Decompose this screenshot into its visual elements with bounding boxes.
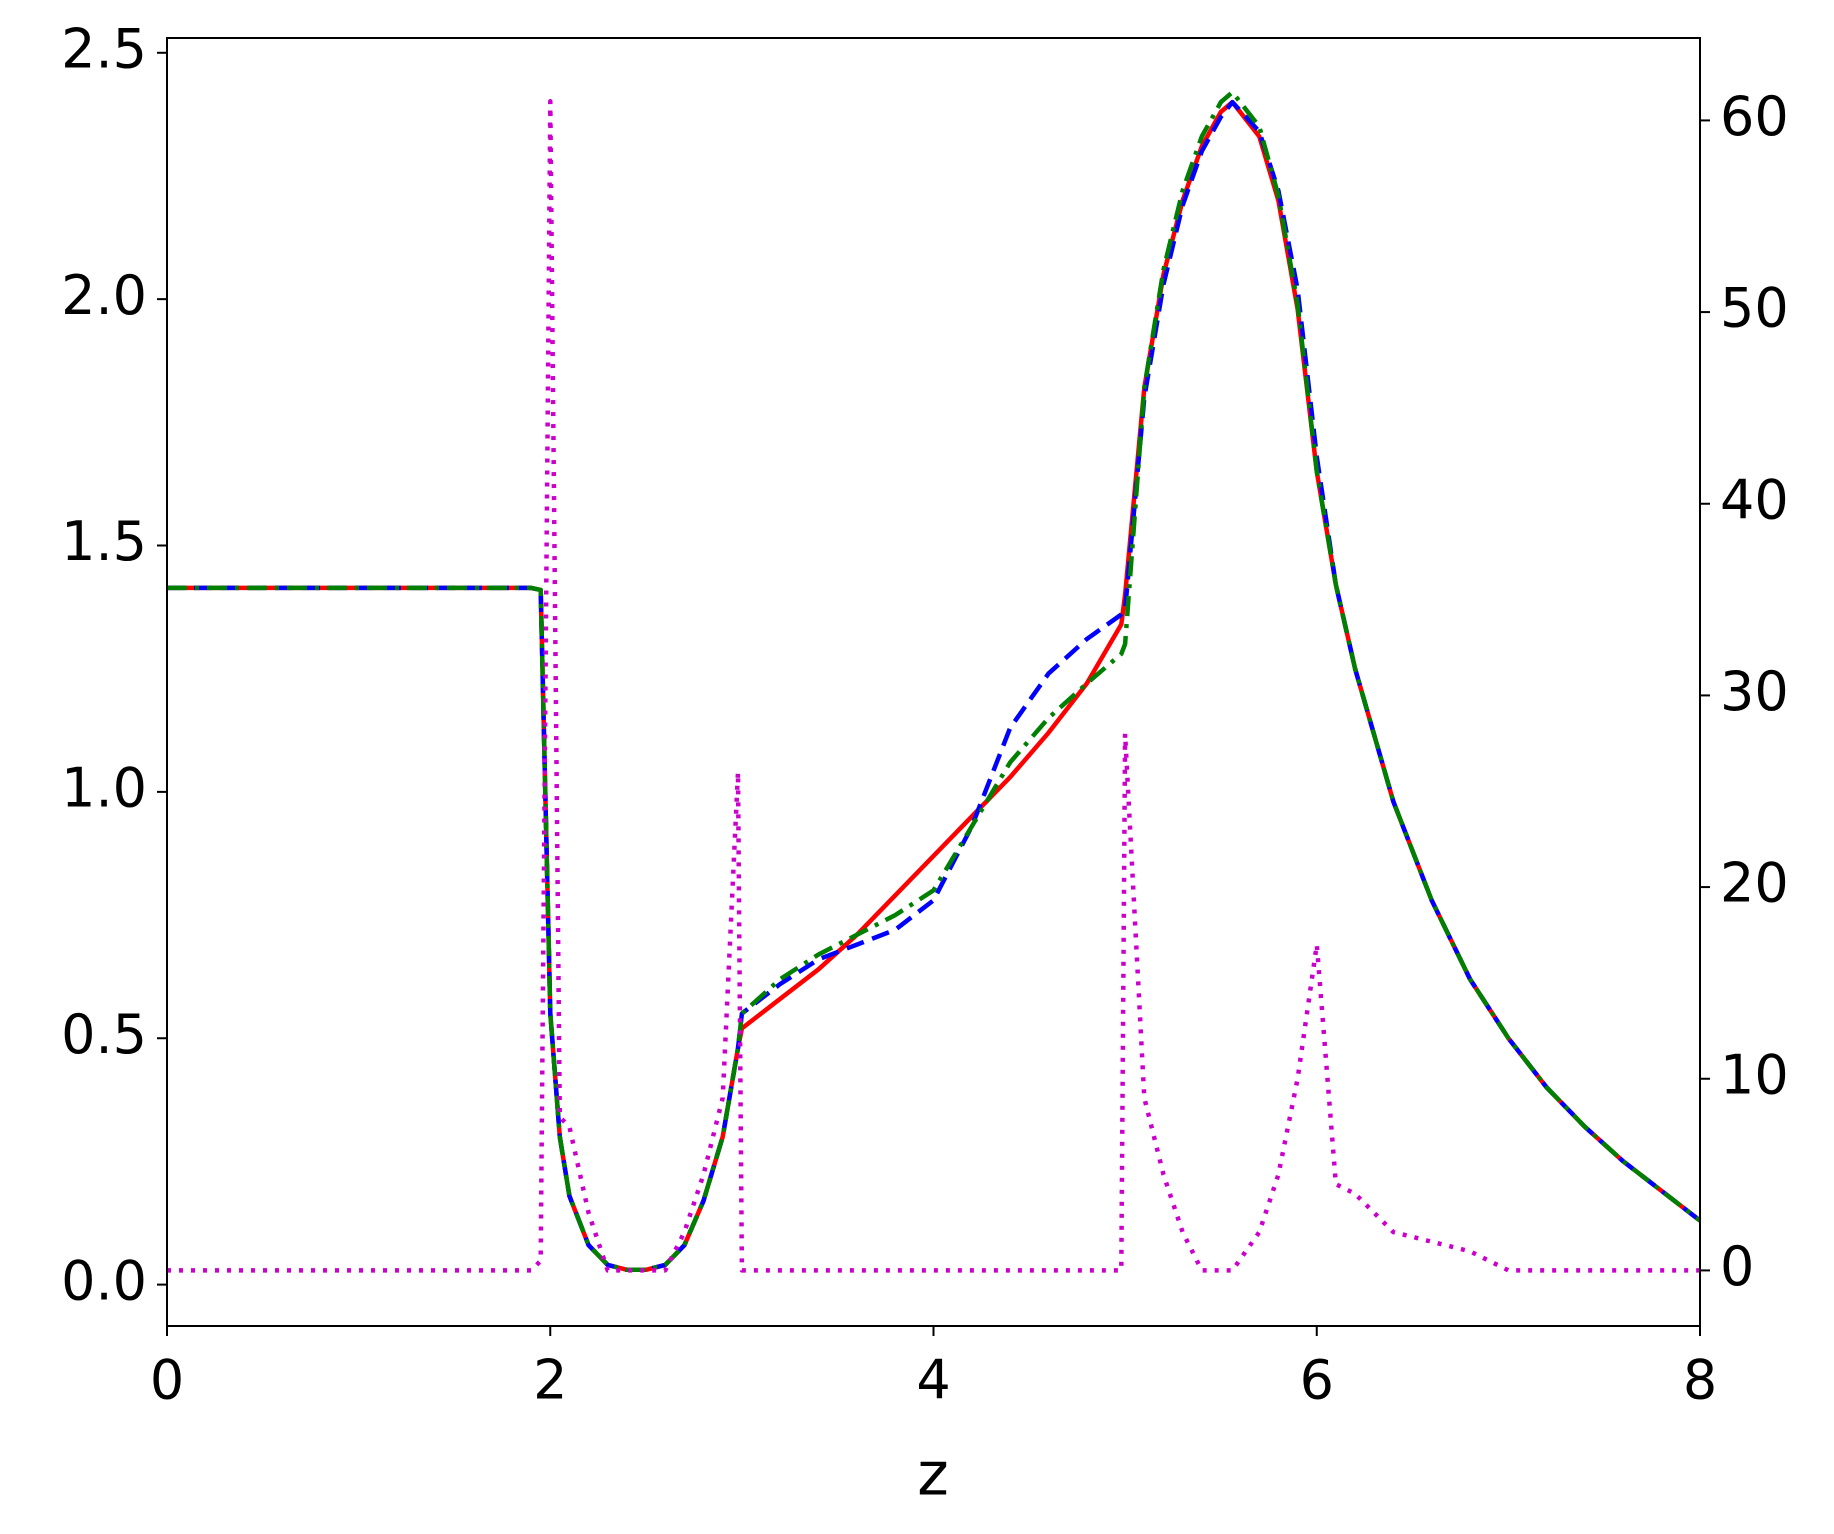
y2-tick-label: 10 [1720,1043,1789,1106]
y-tick-label: 2.0 [61,264,147,327]
y2-tick-label: 30 [1720,660,1789,723]
series-line [167,89,1702,1273]
y2-tick-label: 0 [1720,1235,1754,1298]
y-tick-label: 1.0 [61,757,147,820]
y2-tick-label: 60 [1720,85,1789,148]
plot-frame [166,37,1701,1327]
x-axis-label: z [917,1440,949,1510]
x-tick-label: 6 [1300,1349,1334,1412]
y-tick-label: 1.5 [61,510,147,573]
y2-tick-label: 50 [1720,277,1789,340]
x-tick-label: 2 [533,1349,567,1412]
x-tick-label: 0 [150,1349,184,1412]
x-tick-label: 8 [1683,1349,1717,1412]
series-line [167,99,1702,1273]
y-tick-label: 0.5 [61,1003,147,1066]
series-line [167,99,1702,1273]
y2-tick-label: 40 [1720,468,1789,531]
y-tick-label: 0.0 [61,1249,147,1312]
x-tick-label: 4 [916,1349,950,1412]
y-tick-label: 2.5 [61,17,147,80]
y2-tick-label: 20 [1720,852,1789,915]
series-line [167,99,1700,1273]
